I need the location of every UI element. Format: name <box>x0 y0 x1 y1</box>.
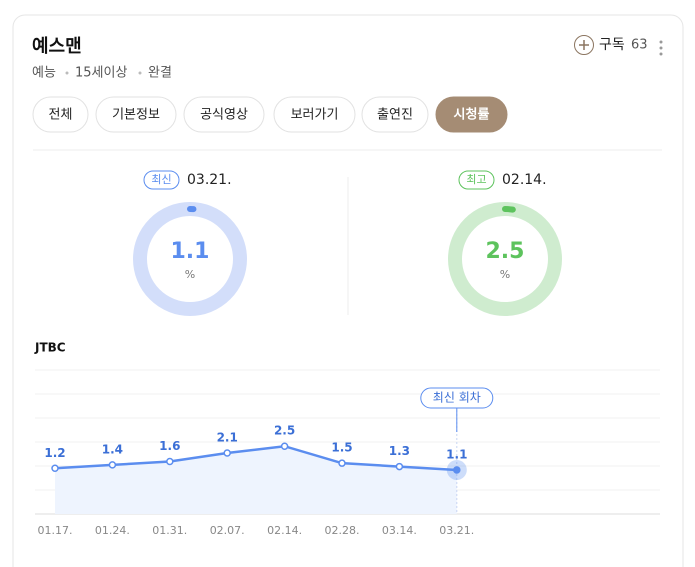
badge-label: 최고 <box>466 173 486 186</box>
date: 02.14. <box>502 172 547 188</box>
tab-bg <box>361 96 429 133</box>
x-tick-label: 01.31. <box>152 524 187 537</box>
value-label: 1.2 <box>44 446 65 460</box>
subscribe-button[interactable]: 구독 63 <box>574 35 648 55</box>
date: 03.21. <box>187 172 232 188</box>
tab[interactable]: 시청률 <box>435 96 508 133</box>
tab-label: 보러가기 <box>291 108 339 123</box>
more-menu[interactable] <box>659 40 663 56</box>
x-tick-label: 03.14. <box>382 524 417 537</box>
annotation: 최신 회차 <box>433 391 481 405</box>
tab[interactable]: 전체 <box>32 96 89 133</box>
subscribe: 구독 <box>599 37 625 53</box>
tab[interactable]: 공식영상 <box>183 96 265 133</box>
gauge-unit: % <box>185 268 195 281</box>
gauge-value: 2.5 <box>486 239 525 264</box>
meta: 예능 <box>32 66 56 81</box>
x-tick-label: 01.24. <box>95 524 130 537</box>
tab-label: 전체 <box>49 108 73 123</box>
point <box>453 466 461 474</box>
title: 예스맨 <box>32 36 82 57</box>
tab[interactable]: 출연진 <box>361 96 429 133</box>
tab-bg <box>273 96 356 133</box>
point <box>108 461 117 469</box>
value-label: 1.5 <box>331 441 352 455</box>
x-tick-label: 03.21. <box>439 524 474 537</box>
x-tick-label: 02.07. <box>210 524 245 537</box>
x-tick-label: 02.14. <box>267 524 302 537</box>
chart-title: JTBC <box>34 341 66 355</box>
tab-bg <box>435 96 508 133</box>
dot <box>138 71 142 75</box>
annotation-box <box>420 387 494 409</box>
point <box>338 459 346 467</box>
point <box>166 457 174 466</box>
tab[interactable]: 보러가기 <box>273 96 356 133</box>
tab-bg <box>183 96 265 133</box>
x-tick-label: 02.28. <box>325 524 360 537</box>
dot <box>65 71 69 75</box>
tab-label: 기본정보 <box>112 108 160 123</box>
point <box>51 464 59 473</box>
tab-bg <box>32 96 89 133</box>
plus <box>579 40 589 50</box>
tab[interactable]: 기본정보 <box>95 96 177 133</box>
point <box>395 462 404 471</box>
value-label: 2.1 <box>217 431 238 445</box>
tab-label: 출연진 <box>377 108 413 123</box>
gauge-arc <box>502 206 516 213</box>
point <box>223 449 231 457</box>
tab-label: 시청률 <box>454 107 490 123</box>
value-label: 1.1 <box>446 447 467 461</box>
value-label: 1.6 <box>159 439 180 453</box>
value-label: 2.5 <box>274 424 295 438</box>
badge-label: 최신 <box>151 173 171 186</box>
gauge-unit: % <box>500 268 510 281</box>
tab-label: 공식영상 <box>200 108 248 123</box>
meta: 15세이상 <box>75 66 127 81</box>
subscriber-count: 63 <box>631 38 648 53</box>
line <box>54 444 457 472</box>
meta: 완결 <box>148 66 172 81</box>
badge <box>143 170 180 190</box>
value-label: 1.4 <box>102 442 123 456</box>
gauge-value: 1.1 <box>171 239 210 264</box>
point <box>280 442 289 450</box>
value-label: 1.3 <box>389 444 410 458</box>
x-tick-label: 01.17. <box>38 524 73 537</box>
tab-bg <box>95 96 177 133</box>
badge <box>458 170 495 190</box>
